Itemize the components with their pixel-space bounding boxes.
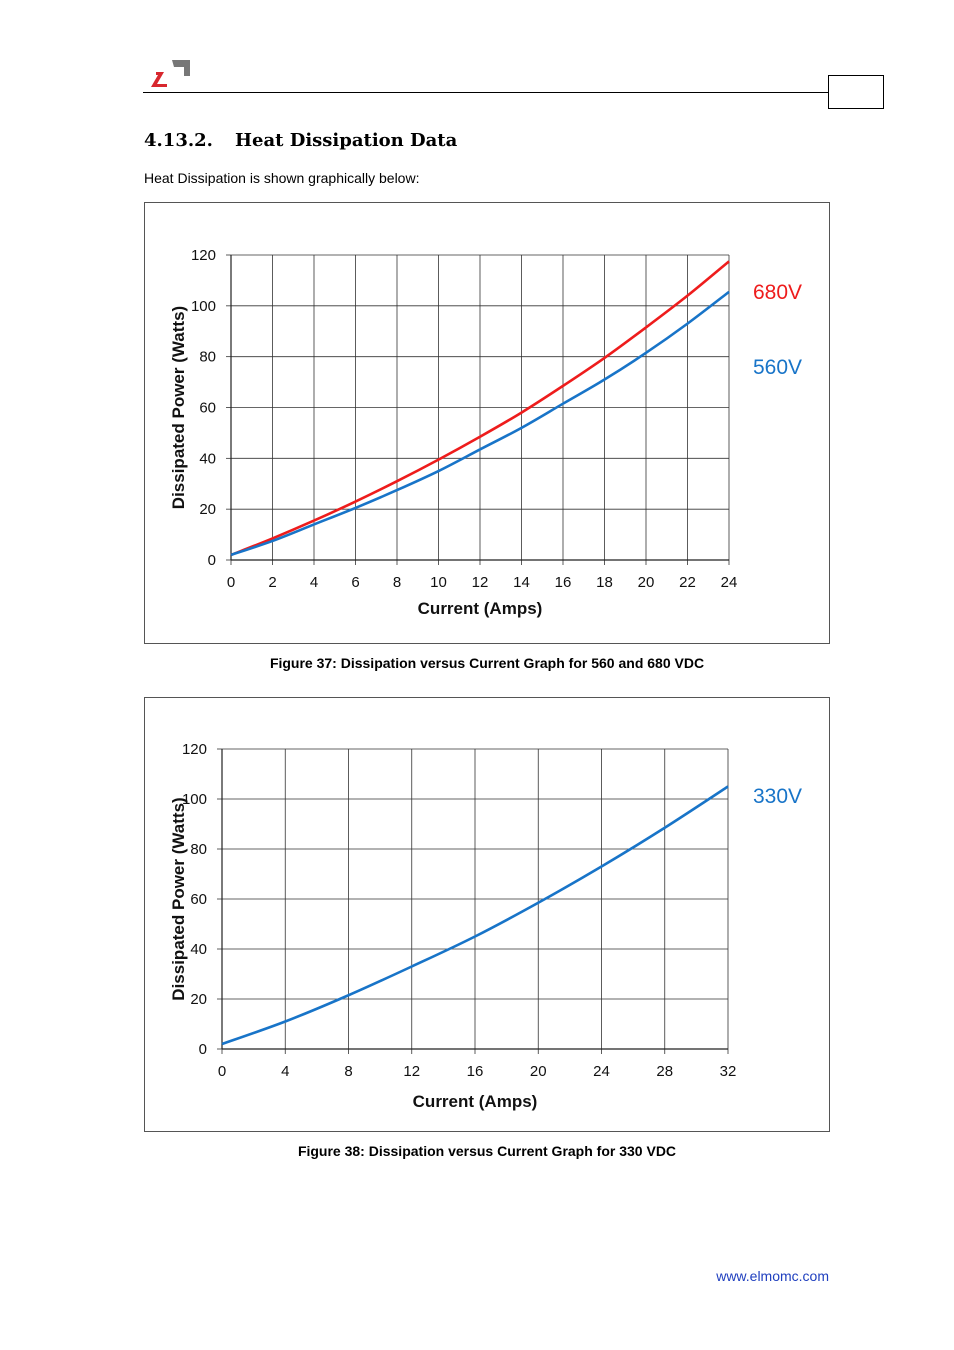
x-tick-label: 12	[472, 574, 489, 591]
x-tick-label: 28	[656, 1063, 673, 1080]
y-axis-title: Dissipated Power (Watts)	[169, 797, 188, 1000]
x-tick-label: 16	[467, 1063, 484, 1080]
y-axis-title: Dissipated Power (Watts)	[169, 306, 188, 509]
x-tick-label: 8	[344, 1063, 352, 1080]
y-tick-label: 60	[199, 400, 216, 417]
y-tick-label: 20	[190, 991, 207, 1008]
x-tick-label: 20	[638, 574, 655, 591]
series-line-330V	[221, 785, 729, 1046]
x-tick-label: 4	[281, 1063, 289, 1080]
x-tick-label: 10	[430, 574, 447, 591]
y-tick-label: 40	[190, 941, 207, 958]
figure-38-frame: 0 4 8 12 16 20 24 28 32 0 20 40 60 80 100 120 Current (A…	[144, 697, 830, 1132]
elmo-logo-icon	[151, 60, 190, 87]
series-label-680V: 680V	[753, 281, 802, 304]
y-tick-label: 60	[190, 891, 207, 908]
footer-url-link[interactable]: www.elmomc.com	[716, 1268, 829, 1284]
x-tick-label: 32	[720, 1063, 737, 1080]
y-tick-label: 0	[208, 552, 216, 569]
figure-38-caption: Figure 38: Dissipation versus Current Gr…	[297, 1143, 677, 1159]
chart-330v: 0 4 8 12 16 20 24 28 32 0 20 40 60 80 100 120 Current (A…	[169, 741, 802, 1111]
x-tick-label: 2	[268, 574, 276, 591]
y-tick-label: 100	[182, 791, 207, 808]
series-line-680V	[230, 260, 730, 557]
x-tick-label: 24	[721, 574, 738, 591]
x-axis-title: Current (Amps)	[418, 599, 543, 618]
y-tick-label: 40	[199, 450, 216, 467]
x-tick-label: 18	[596, 574, 613, 591]
x-tick-label: 24	[593, 1063, 610, 1080]
x-tick-label: 14	[513, 574, 530, 591]
y-tick-label: 120	[191, 247, 216, 264]
x-tick-label: 20	[530, 1063, 547, 1080]
section-number: 4.13.2.	[144, 130, 213, 151]
y-tick-label: 0	[199, 1041, 207, 1058]
header-rule	[143, 92, 829, 93]
series-label-560V: 560V	[753, 356, 802, 379]
figure-37-frame: 0 2 4 6 8 10 12 14 16 18 20 22 24 0 20 40 60 80 100 120 Curr…	[144, 202, 830, 644]
intro-text: Heat Dissipation is shown graphically be…	[144, 170, 420, 186]
series-line-560V	[230, 290, 730, 557]
y-tick-label: 80	[190, 841, 207, 858]
x-tick-label: 22	[679, 574, 696, 591]
chart-560-680v: 0 2 4 6 8 10 12 14 16 18 20 22 24020406080100120Curr…	[169, 247, 802, 618]
x-tick-label: 6	[351, 574, 359, 591]
y-tick-label: 100	[191, 298, 216, 315]
x-tick-label: 0	[218, 1063, 226, 1080]
y-tick-label: 80	[199, 349, 216, 366]
y-tick-label: 20	[199, 501, 216, 518]
x-tick-label: 16	[555, 574, 572, 591]
section-heading: 4.13.2. Heat Dissipation Data	[144, 130, 457, 151]
series-label-330V: 330V	[753, 785, 802, 808]
page-number-box	[828, 75, 884, 109]
section-title: Heat Dissipation Data	[235, 130, 458, 151]
x-axis-title: Current (Amps)	[413, 1092, 538, 1111]
x-tick-label: 0	[227, 574, 235, 591]
figure-37-caption: Figure 37: Dissipation versus Current Gr…	[269, 655, 705, 671]
x-tick-label: 12	[403, 1063, 420, 1080]
x-tick-label: 8	[393, 574, 401, 591]
y-tick-label: 120	[182, 741, 207, 758]
x-tick-label: 4	[310, 574, 318, 591]
